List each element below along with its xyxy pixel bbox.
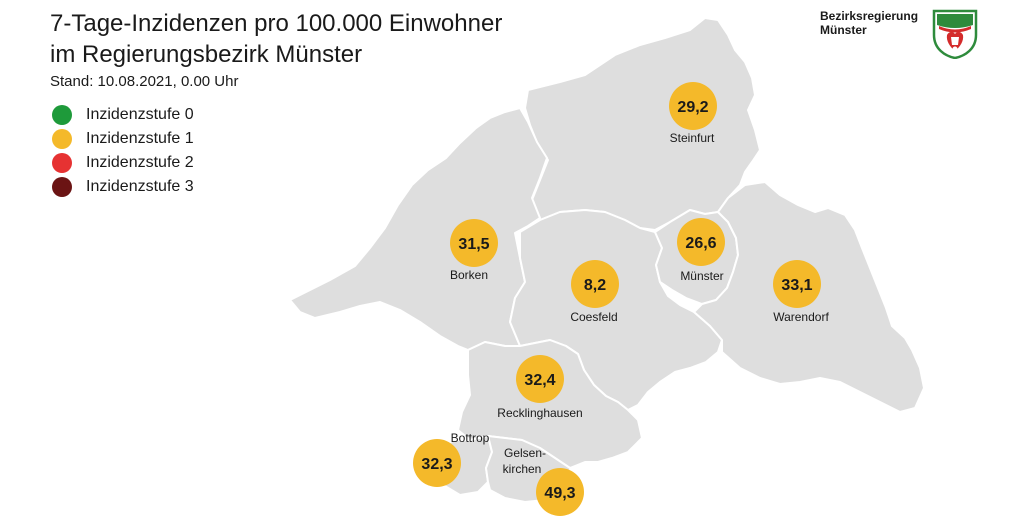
label-borken: Borken — [450, 268, 488, 282]
value-steinfurt: 29,2 — [677, 99, 708, 116]
value-muenster: 26,6 — [685, 235, 716, 252]
marker-recklinghausen: 32,4 Recklinghausen — [497, 355, 583, 420]
marker-muenster: 26,6 Münster — [677, 218, 725, 283]
marker-circle-borken — [450, 219, 498, 267]
nrw-crest-icon — [932, 9, 978, 59]
marker-circle-steinfurt — [669, 82, 717, 130]
label-steinfurt: Steinfurt — [670, 131, 715, 145]
value-coesfeld: 8,2 — [584, 277, 606, 294]
district-borken[interactable] — [289, 107, 548, 351]
marker-coesfeld: 8,2 Coesfeld — [570, 260, 619, 324]
legend-dot-1 — [52, 129, 72, 149]
value-borken: 31,5 — [458, 236, 489, 253]
legend: Inzidenzstufe 0 Inzidenzstufe 1 Inzidenz… — [52, 103, 194, 199]
label-recklinghausen: Recklinghausen — [497, 406, 582, 420]
legend-dot-2 — [52, 153, 72, 173]
marker-circle-warendorf — [773, 260, 821, 308]
brand-line-2: Münster — [820, 23, 867, 37]
title-line-2: im Regierungsbezirk Münster — [50, 41, 363, 68]
value-gelsenkirchen: 49,3 — [544, 485, 575, 502]
legend-label-3: Inzidenzstufe 3 — [86, 178, 194, 195]
legend-label-2: Inzidenzstufe 2 — [86, 154, 194, 171]
marker-circle-muenster — [677, 218, 725, 266]
value-warendorf: 33,1 — [781, 277, 812, 294]
value-bottrop: 32,3 — [421, 456, 452, 473]
marker-bottrop: Bottrop 32,3 — [413, 431, 490, 487]
legend-dot-3 — [52, 177, 72, 197]
legend-item-1: Inzidenzstufe 1 — [52, 127, 194, 151]
legend-label-0: Inzidenzstufe 0 — [86, 106, 194, 123]
title-line-1: 7-Tage-Inzidenzen pro 100.000 Einwohner — [50, 10, 503, 37]
label-bottrop: Bottrop — [451, 431, 490, 445]
district-steinfurt[interactable] — [524, 17, 761, 231]
label-muenster: Münster — [680, 269, 723, 283]
legend-item-3: Inzidenzstufe 3 — [52, 175, 194, 199]
marker-circle-coesfeld — [571, 260, 619, 308]
marker-circle-recklinghausen — [516, 355, 564, 403]
marker-warendorf: 33,1 Warendorf — [773, 260, 829, 324]
date-stand: Stand: 10.08.2021, 0.00 Uhr — [50, 73, 239, 90]
legend-item-0: Inzidenzstufe 0 — [52, 103, 194, 127]
marker-borken: 31,5 Borken — [450, 219, 498, 282]
label-gelsenkirchen-line2: kirchen — [503, 462, 542, 476]
legend-item-2: Inzidenzstufe 2 — [52, 151, 194, 175]
value-recklinghausen: 32,4 — [524, 372, 555, 389]
marker-gelsenkirchen: Gelsen- kirchen 49,3 — [503, 446, 584, 516]
brand-line-1: Bezirksregierung — [820, 9, 919, 23]
marker-steinfurt: 29,2 Steinfurt — [669, 82, 717, 145]
marker-circle-gelsenkirchen — [536, 468, 584, 516]
label-gelsenkirchen-line1: Gelsen- — [504, 446, 546, 460]
label-warendorf: Warendorf — [773, 310, 829, 324]
legend-label-1: Inzidenzstufe 1 — [86, 130, 194, 147]
brand-text: Bezirksregierung Münster — [820, 9, 918, 37]
legend-dot-0 — [52, 105, 72, 125]
map-title: 7-Tage-Inzidenzen pro 100.000 Einwohner … — [50, 8, 502, 70]
label-coesfeld: Coesfeld — [570, 310, 617, 324]
marker-circle-bottrop — [413, 439, 461, 487]
